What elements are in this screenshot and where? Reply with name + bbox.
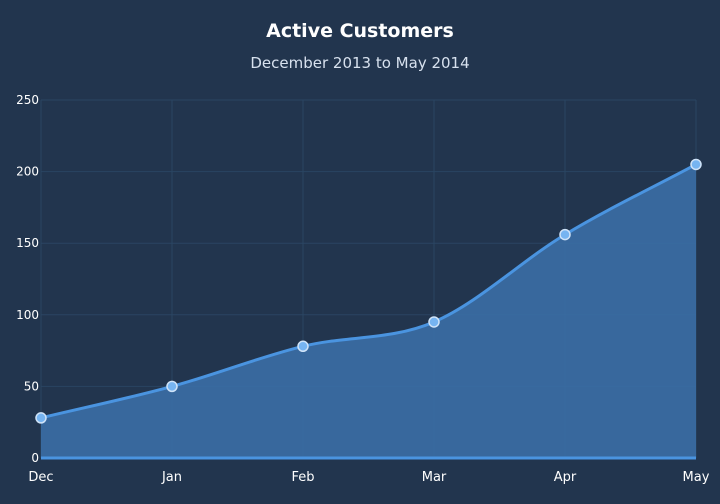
series-area [41, 164, 696, 458]
chart-title: Active Customers [266, 20, 454, 42]
point-layer [35, 158, 702, 424]
y-tick-label: 200 [16, 165, 39, 179]
axis-layer: 0 50 100 150 200 250 Dec Jan Feb Mar Apr May [16, 93, 710, 485]
data-point [297, 340, 309, 353]
data-point [166, 380, 178, 393]
x-tick-label: Jan [161, 470, 182, 485]
y-tick-label: 100 [16, 308, 39, 322]
data-point [428, 316, 440, 328]
y-tick-label: 250 [16, 93, 39, 107]
x-tick-label: Mar [422, 470, 447, 485]
series-line [39, 162, 698, 420]
x-tick-label: Dec [28, 470, 53, 485]
x-tick-label: Apr [554, 470, 577, 485]
data-point [559, 228, 571, 241]
area-layer [39, 162, 698, 458]
x-tick-label: May [683, 470, 710, 485]
x-tick-label: Feb [291, 470, 314, 485]
data-point [35, 412, 47, 424]
data-point [690, 158, 702, 171]
y-tick-label: 0 [31, 451, 39, 465]
y-tick-label: 50 [24, 379, 39, 393]
chart-subtitle: December 2013 to May 2014 [250, 54, 470, 72]
y-tick-label: 150 [16, 236, 39, 250]
